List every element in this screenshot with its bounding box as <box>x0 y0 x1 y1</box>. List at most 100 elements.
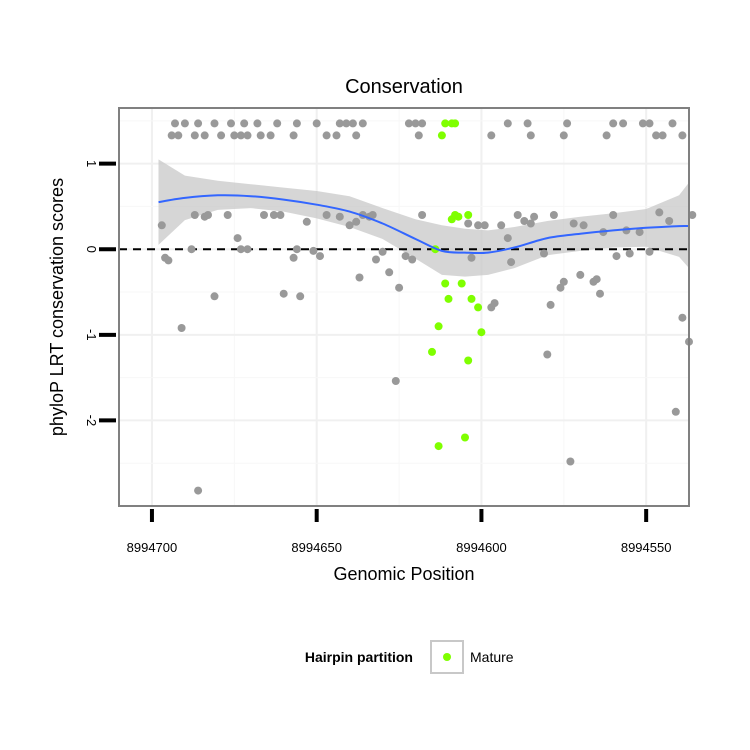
point-mature <box>467 294 476 303</box>
ribbon-area <box>158 159 689 277</box>
point-other <box>378 247 387 256</box>
point-other <box>487 131 496 140</box>
point-other <box>190 211 199 219</box>
point-other <box>187 245 196 254</box>
y-tick-label: -2 <box>84 415 99 427</box>
y-axis: -2 -1 0 1 <box>84 160 116 426</box>
point-mature <box>457 279 466 288</box>
data-points <box>157 119 697 495</box>
point-other <box>668 119 677 128</box>
x-tick-label: 8994650 <box>291 540 342 555</box>
point-other <box>266 131 275 140</box>
point-mature <box>464 211 473 219</box>
point-mature <box>428 347 436 356</box>
point-mature <box>444 294 453 303</box>
point-other <box>464 219 473 228</box>
point-other <box>540 249 548 258</box>
point-mature <box>441 119 450 128</box>
point-other <box>236 245 245 254</box>
point-other <box>292 245 301 254</box>
point-other <box>358 119 367 128</box>
point-other <box>332 131 341 140</box>
point-other <box>345 221 354 230</box>
point-other <box>503 234 512 243</box>
point-other <box>652 131 661 140</box>
x-tick-label: 8994700 <box>127 540 178 555</box>
point-other <box>418 119 427 128</box>
point-other <box>210 292 219 301</box>
y-tick-label: 0 <box>84 246 99 253</box>
point-other <box>223 211 232 219</box>
point-other <box>576 270 585 279</box>
point-mature <box>434 322 443 331</box>
point-other <box>490 299 499 308</box>
point-other <box>256 131 265 140</box>
smooth-line <box>158 194 690 255</box>
point-other <box>260 211 268 219</box>
point-other <box>612 252 621 261</box>
point-other <box>342 119 351 128</box>
point-other <box>401 252 410 261</box>
point-other <box>230 131 239 140</box>
point-other <box>289 131 298 140</box>
point-other <box>177 324 186 332</box>
point-mature <box>464 356 473 365</box>
point-other <box>655 208 664 217</box>
point-other <box>619 119 628 128</box>
point-other <box>559 131 568 140</box>
point-other <box>480 221 489 230</box>
point-other <box>474 221 483 230</box>
point-other <box>507 258 516 267</box>
point-mature <box>451 119 460 128</box>
point-other <box>395 283 404 292</box>
point-other <box>609 119 618 128</box>
point-other <box>658 131 667 140</box>
point-other <box>635 228 644 237</box>
point-other <box>408 255 417 264</box>
point-other <box>348 119 357 128</box>
point-other <box>513 211 522 219</box>
y-tick-label: -1 <box>84 329 99 341</box>
point-other <box>372 255 380 264</box>
point-other <box>174 131 183 140</box>
point-other <box>292 119 301 128</box>
point-other <box>157 221 166 230</box>
smooth-curve <box>158 194 690 255</box>
point-other <box>335 212 344 221</box>
point-other <box>404 119 413 128</box>
point-other <box>194 119 203 128</box>
point-other <box>194 486 203 495</box>
point-other <box>520 217 529 225</box>
point-other <box>227 119 235 128</box>
point-other <box>289 253 298 262</box>
point-other <box>596 289 604 298</box>
point-other <box>180 119 189 128</box>
point-other <box>243 131 252 140</box>
point-other <box>322 131 331 140</box>
point-other <box>164 256 173 265</box>
point-other <box>546 300 555 309</box>
point-other <box>497 221 506 230</box>
point-mature <box>454 212 463 221</box>
point-other <box>645 119 654 128</box>
point-other <box>688 211 697 219</box>
point-other <box>411 119 420 128</box>
plot-border <box>118 107 690 507</box>
point-other <box>240 119 249 128</box>
legend-label-mature: Mature <box>470 649 514 665</box>
point-other <box>609 211 618 219</box>
point-other <box>526 131 535 140</box>
point-other <box>385 268 394 277</box>
point-other <box>253 119 262 128</box>
point-other <box>302 217 311 226</box>
point-other <box>217 131 226 140</box>
point-other <box>352 217 361 226</box>
point-other <box>368 211 377 219</box>
point-mature <box>434 442 443 451</box>
point-other <box>236 131 245 140</box>
point-mature <box>461 433 469 442</box>
point-other <box>559 277 568 286</box>
point-other <box>645 247 654 256</box>
point-other <box>171 119 179 128</box>
point-other <box>322 211 331 219</box>
